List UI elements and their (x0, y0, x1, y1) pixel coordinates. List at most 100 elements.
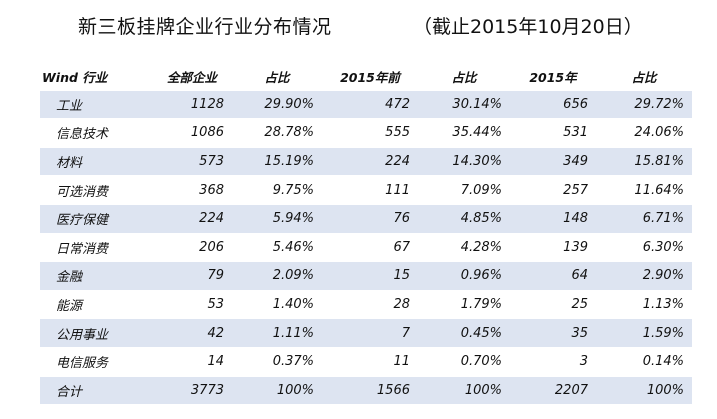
cell-all-count: 1086 (152, 118, 232, 148)
industry-table-container: Wind 行业 全部企业 占比 2015年前 占比 2015年 占比 工业 11… (40, 63, 692, 405)
table-header-row: Wind 行业 全部企业 占比 2015年前 占比 2015年 占比 (40, 63, 692, 91)
cell-before-share: 35.44% (418, 118, 510, 148)
cell-2015-count: 139 (510, 233, 596, 262)
table-row: 公用事业 42 1.11% 7 0.45% 35 1.59% (40, 318, 692, 348)
table-date-note: （截止2015年10月20日） (413, 16, 643, 38)
header-2015: 2015年 (529, 70, 577, 86)
header-industry: Wind 行业 (42, 70, 108, 86)
cell-before-share: 14.30% (418, 147, 510, 176)
cell-before-share: 4.85% (418, 204, 510, 234)
cell-all-count: 224 (152, 204, 232, 234)
cell-industry: 可选消费 (40, 175, 152, 205)
table-row: 能源 53 1.40% 28 1.79% 25 1.13% (40, 290, 692, 319)
cell-all-share: 0.37% (232, 347, 322, 377)
cell-before-count: 555 (322, 118, 418, 148)
cell-before-share: 0.96% (418, 261, 510, 291)
table-row: 日常消费 206 5.46% 67 4.28% 139 6.30% (40, 233, 692, 262)
cell-all-share: 9.75% (232, 175, 322, 205)
cell-2015-share: 1.59% (596, 318, 692, 348)
table-row: 金融 79 2.09% 15 0.96% 64 2.90% (40, 261, 692, 291)
cell-all-count: 573 (152, 147, 232, 176)
cell-before-count: 76 (322, 204, 418, 234)
cell-2015-count: 656 (510, 90, 596, 119)
header-share-before-2015: 占比 (451, 70, 477, 86)
cell-all-share: 5.94% (232, 204, 322, 234)
cell-before-count: 111 (322, 175, 418, 205)
cell-total-before-count: 1566 (322, 376, 418, 405)
header-share-2015: 占比 (631, 70, 657, 86)
cell-industry: 信息技术 (40, 118, 152, 148)
cell-total-all-share: 100% (232, 376, 322, 405)
cell-total-label: 合计 (40, 376, 152, 405)
cell-all-count: 1128 (152, 90, 232, 119)
cell-2015-count: 25 (510, 290, 596, 319)
cell-all-count: 79 (152, 261, 232, 291)
cell-all-share: 15.19% (232, 147, 322, 176)
cell-before-count: 28 (322, 290, 418, 319)
cell-2015-share: 6.30% (596, 233, 692, 262)
cell-2015-count: 349 (510, 147, 596, 176)
header-all-companies: 全部企业 (166, 70, 217, 86)
industry-distribution-table: Wind 行业 全部企业 占比 2015年前 占比 2015年 占比 工业 11… (40, 63, 692, 405)
cell-2015-share: 0.14% (596, 347, 692, 377)
cell-before-count: 472 (322, 90, 418, 119)
table-title: 新三板挂牌企业行业分布情况 (78, 16, 332, 38)
cell-2015-share: 24.06% (596, 118, 692, 148)
cell-2015-count: 531 (510, 118, 596, 148)
title-bar: 新三板挂牌企业行业分布情况 （截止2015年10月20日） (0, 8, 717, 44)
table-total-row: 合计 3773 100% 1566 100% 2207 100% (40, 376, 692, 405)
cell-before-count: 11 (322, 347, 418, 377)
cell-2015-count: 257 (510, 175, 596, 205)
cell-2015-count: 3 (510, 347, 596, 377)
cell-industry: 医疗保健 (40, 204, 152, 234)
cell-2015-share: 2.90% (596, 261, 692, 291)
cell-before-share: 30.14% (418, 90, 510, 119)
cell-industry: 金融 (40, 261, 152, 291)
cell-all-share: 2.09% (232, 261, 322, 291)
cell-all-share: 29.90% (232, 90, 322, 119)
table-row: 信息技术 1086 28.78% 555 35.44% 531 24.06% (40, 118, 692, 148)
cell-all-count: 206 (152, 233, 232, 262)
cell-before-share: 0.45% (418, 318, 510, 348)
cell-all-count: 42 (152, 318, 232, 348)
table-row: 电信服务 14 0.37% 11 0.70% 3 0.14% (40, 347, 692, 377)
cell-all-count: 14 (152, 347, 232, 377)
cell-all-share: 28.78% (232, 118, 322, 148)
cell-before-count: 15 (322, 261, 418, 291)
cell-before-share: 0.70% (418, 347, 510, 377)
cell-total-all-count: 3773 (152, 376, 232, 405)
cell-industry: 工业 (40, 90, 152, 119)
cell-2015-share: 1.13% (596, 290, 692, 319)
cell-2015-share: 15.81% (596, 147, 692, 176)
cell-industry: 公用事业 (40, 318, 152, 348)
header-before-2015: 2015年前 (340, 70, 400, 86)
cell-industry: 材料 (40, 147, 152, 176)
cell-2015-count: 35 (510, 318, 596, 348)
cell-2015-share: 29.72% (596, 90, 692, 119)
cell-industry: 电信服务 (40, 347, 152, 377)
cell-total-2015-count: 2207 (510, 376, 596, 405)
cell-before-share: 4.28% (418, 233, 510, 262)
cell-2015-count: 148 (510, 204, 596, 234)
cell-before-count: 7 (322, 318, 418, 348)
cell-before-share: 1.79% (418, 290, 510, 319)
cell-2015-share: 11.64% (596, 175, 692, 205)
cell-2015-count: 64 (510, 261, 596, 291)
cell-all-share: 1.11% (232, 318, 322, 348)
cell-all-count: 368 (152, 175, 232, 205)
cell-all-share: 1.40% (232, 290, 322, 319)
cell-before-share: 7.09% (418, 175, 510, 205)
table-row: 医疗保健 224 5.94% 76 4.85% 148 6.71% (40, 204, 692, 234)
cell-total-2015-share: 100% (596, 376, 692, 405)
table-row: 材料 573 15.19% 224 14.30% 349 15.81% (40, 147, 692, 176)
cell-all-share: 5.46% (232, 233, 322, 262)
cell-total-before-share: 100% (418, 376, 510, 405)
cell-before-count: 67 (322, 233, 418, 262)
table-row: 工业 1128 29.90% 472 30.14% 656 29.72% (40, 90, 692, 119)
cell-industry: 能源 (40, 290, 152, 319)
cell-before-count: 224 (322, 147, 418, 176)
cell-2015-share: 6.71% (596, 204, 692, 234)
table-row: 可选消费 368 9.75% 111 7.09% 257 11.64% (40, 175, 692, 205)
table-body: 工业 1128 29.90% 472 30.14% 656 29.72% 信息技… (40, 90, 692, 405)
cell-industry: 日常消费 (40, 233, 152, 262)
